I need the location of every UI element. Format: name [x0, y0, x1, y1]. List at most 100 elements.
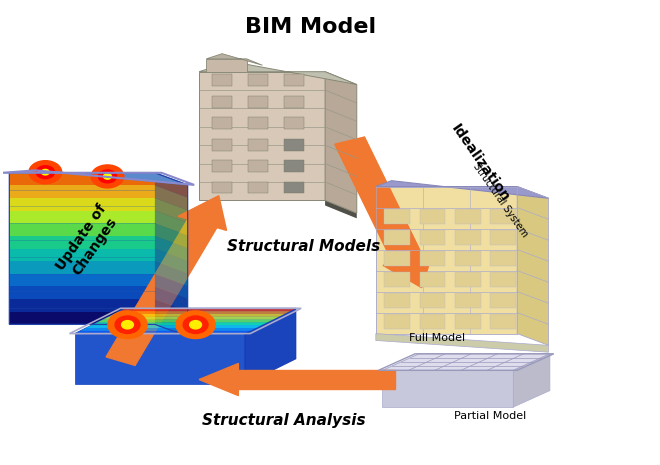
Polygon shape — [120, 308, 296, 311]
Polygon shape — [238, 370, 395, 389]
Polygon shape — [155, 286, 187, 311]
Bar — [455, 251, 480, 266]
Bar — [490, 272, 516, 287]
Bar — [490, 293, 516, 308]
Polygon shape — [325, 72, 357, 213]
Bar — [284, 74, 304, 86]
Bar — [248, 96, 269, 108]
Bar — [213, 96, 232, 108]
Polygon shape — [9, 186, 155, 198]
Circle shape — [176, 311, 215, 339]
Polygon shape — [335, 137, 422, 263]
Text: Structural Models: Structural Models — [227, 239, 380, 254]
Polygon shape — [155, 198, 187, 223]
Polygon shape — [109, 314, 284, 317]
Circle shape — [91, 165, 124, 188]
Bar — [455, 209, 480, 224]
Bar — [420, 230, 446, 245]
Bar — [248, 160, 269, 172]
Bar — [490, 209, 516, 224]
Text: Structural System: Structural System — [471, 161, 529, 239]
Bar — [284, 182, 304, 193]
Bar — [384, 251, 410, 266]
Polygon shape — [155, 173, 187, 337]
Polygon shape — [199, 364, 238, 396]
Polygon shape — [9, 249, 155, 261]
Polygon shape — [92, 322, 267, 325]
Polygon shape — [106, 219, 217, 365]
Bar — [420, 272, 446, 287]
Bar — [420, 209, 446, 224]
Polygon shape — [155, 173, 187, 198]
Polygon shape — [75, 331, 251, 333]
Polygon shape — [9, 198, 155, 211]
Polygon shape — [207, 53, 263, 65]
Polygon shape — [155, 249, 187, 273]
Bar — [384, 230, 410, 245]
Bar — [420, 314, 446, 329]
Polygon shape — [9, 274, 155, 286]
Polygon shape — [103, 317, 279, 319]
Bar — [490, 251, 516, 266]
Bar — [455, 272, 480, 287]
Polygon shape — [75, 308, 296, 333]
Bar — [248, 139, 269, 151]
Polygon shape — [382, 354, 550, 370]
Bar — [248, 182, 269, 193]
Bar — [213, 139, 232, 151]
Polygon shape — [75, 333, 245, 384]
Bar — [384, 272, 410, 287]
Polygon shape — [178, 196, 226, 230]
Polygon shape — [155, 261, 187, 286]
Polygon shape — [155, 236, 187, 261]
Circle shape — [36, 166, 55, 179]
Bar — [284, 96, 304, 108]
Circle shape — [189, 320, 201, 329]
Polygon shape — [517, 186, 548, 345]
Bar — [213, 74, 232, 86]
Polygon shape — [155, 186, 187, 210]
Text: BIM Model: BIM Model — [245, 17, 376, 37]
Bar — [284, 139, 304, 151]
Circle shape — [183, 316, 208, 333]
Bar — [248, 117, 269, 129]
Circle shape — [108, 311, 147, 339]
Polygon shape — [9, 261, 155, 274]
Text: Idealization: Idealization — [449, 122, 513, 205]
Circle shape — [98, 170, 117, 183]
Bar — [384, 293, 410, 308]
Polygon shape — [155, 223, 187, 248]
Polygon shape — [155, 299, 187, 324]
Polygon shape — [86, 325, 262, 328]
Polygon shape — [114, 311, 290, 314]
Polygon shape — [9, 286, 155, 299]
Polygon shape — [9, 223, 155, 236]
Polygon shape — [98, 319, 273, 322]
Bar — [420, 251, 446, 266]
Polygon shape — [513, 354, 550, 407]
Text: Structural Analysis: Structural Analysis — [203, 413, 366, 428]
Polygon shape — [155, 274, 187, 299]
Polygon shape — [9, 170, 187, 185]
Bar — [455, 293, 480, 308]
Polygon shape — [155, 211, 187, 235]
Polygon shape — [9, 236, 155, 249]
Bar — [490, 314, 516, 329]
Polygon shape — [376, 333, 548, 352]
Bar — [213, 117, 232, 129]
Bar — [213, 182, 232, 193]
Circle shape — [29, 161, 61, 184]
Polygon shape — [155, 312, 187, 337]
Polygon shape — [382, 370, 513, 407]
Bar — [384, 209, 410, 224]
Bar — [455, 314, 480, 329]
Polygon shape — [245, 308, 296, 384]
Circle shape — [121, 320, 133, 329]
Polygon shape — [376, 186, 517, 333]
Text: Update of
Changes: Update of Changes — [53, 201, 122, 282]
Polygon shape — [9, 211, 155, 223]
Polygon shape — [9, 299, 155, 312]
Polygon shape — [9, 173, 155, 186]
Bar — [284, 117, 304, 129]
Polygon shape — [199, 61, 357, 85]
